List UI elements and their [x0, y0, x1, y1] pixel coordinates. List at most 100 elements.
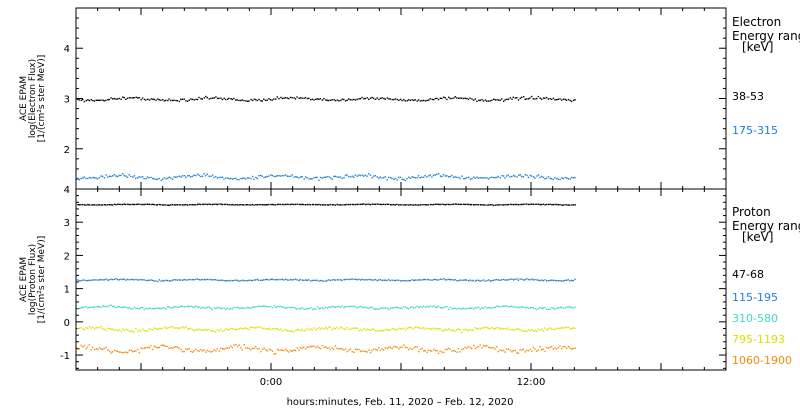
data-point — [93, 204, 95, 206]
legend-title: [keV] — [742, 230, 773, 244]
data-point — [138, 329, 140, 331]
data-point — [339, 326, 342, 328]
data-point — [489, 280, 492, 282]
data-point — [188, 99, 190, 101]
data-point — [153, 178, 155, 180]
data-point — [160, 344, 162, 347]
data-point — [107, 204, 109, 206]
data-point — [426, 327, 428, 329]
data-point — [401, 328, 403, 330]
data-point — [82, 328, 84, 330]
data-point — [534, 203, 536, 205]
data-point — [569, 204, 571, 206]
data-point — [571, 279, 573, 282]
data-point — [123, 351, 125, 354]
data-point — [414, 279, 416, 281]
data-point — [78, 307, 81, 310]
data-point — [549, 203, 551, 205]
data-point — [474, 177, 476, 179]
data-point — [549, 308, 551, 310]
data-point — [256, 278, 259, 281]
data-point — [530, 306, 533, 309]
data-point — [507, 98, 510, 100]
data-point — [469, 178, 472, 180]
data-point — [197, 278, 199, 280]
data-point — [138, 203, 140, 205]
data-point — [173, 99, 175, 101]
data-point — [368, 328, 370, 331]
data-point — [367, 307, 370, 309]
data-point — [341, 327, 343, 329]
data-point — [220, 279, 222, 281]
data-point — [388, 346, 390, 348]
data-point — [168, 347, 170, 349]
data-point — [391, 347, 393, 350]
data-point — [472, 329, 475, 331]
data-point — [255, 346, 257, 348]
data-point — [386, 97, 388, 99]
data-point — [85, 279, 87, 282]
data-point — [218, 330, 220, 332]
data-point — [489, 347, 491, 349]
data-point — [280, 305, 282, 307]
data-point — [188, 175, 190, 177]
data-point — [153, 203, 155, 206]
data-point — [411, 327, 413, 329]
data-point — [397, 327, 400, 329]
data-point — [289, 96, 292, 99]
data-point — [382, 330, 385, 332]
data-point — [454, 96, 456, 98]
data-point — [509, 329, 511, 331]
data-point — [458, 176, 460, 179]
data-point — [116, 175, 119, 178]
data-point — [319, 279, 322, 282]
data-point — [85, 327, 87, 329]
data-point — [473, 204, 475, 206]
data-point — [90, 306, 92, 309]
data-point — [274, 204, 277, 206]
data-point — [198, 328, 200, 330]
data-point — [502, 204, 505, 206]
data-point — [324, 176, 327, 179]
data-point — [409, 99, 411, 102]
data-point — [176, 346, 179, 348]
data-point — [210, 307, 212, 309]
data-point — [319, 307, 322, 310]
data-point — [329, 349, 332, 351]
data-point — [303, 178, 305, 180]
series-310-580 — [77, 304, 576, 311]
data-point — [130, 349, 132, 352]
data-point — [449, 97, 451, 100]
data-point — [442, 174, 445, 176]
data-point — [152, 98, 154, 100]
data-point — [507, 174, 509, 176]
data-point — [152, 307, 154, 310]
data-point — [361, 174, 364, 176]
data-point — [163, 100, 166, 102]
data-point — [371, 96, 373, 99]
data-point — [516, 306, 518, 308]
data-point — [343, 177, 345, 179]
data-point — [319, 98, 322, 100]
data-point — [231, 178, 234, 180]
data-point — [321, 204, 323, 206]
data-point — [496, 176, 498, 179]
data-point — [158, 327, 160, 330]
data-point — [156, 178, 159, 180]
data-point — [539, 306, 541, 309]
data-point — [208, 350, 210, 352]
data-point — [183, 327, 185, 329]
data-point — [308, 97, 310, 99]
data-point — [379, 203, 382, 206]
data-point — [163, 177, 166, 179]
data-point — [260, 305, 262, 308]
data-point — [306, 97, 309, 100]
data-point — [416, 305, 418, 308]
data-point — [363, 98, 365, 100]
data-point — [310, 99, 312, 101]
data-point — [552, 178, 555, 181]
data-point — [504, 305, 506, 307]
data-point — [514, 203, 516, 206]
data-point — [406, 327, 408, 329]
data-point — [411, 348, 413, 351]
